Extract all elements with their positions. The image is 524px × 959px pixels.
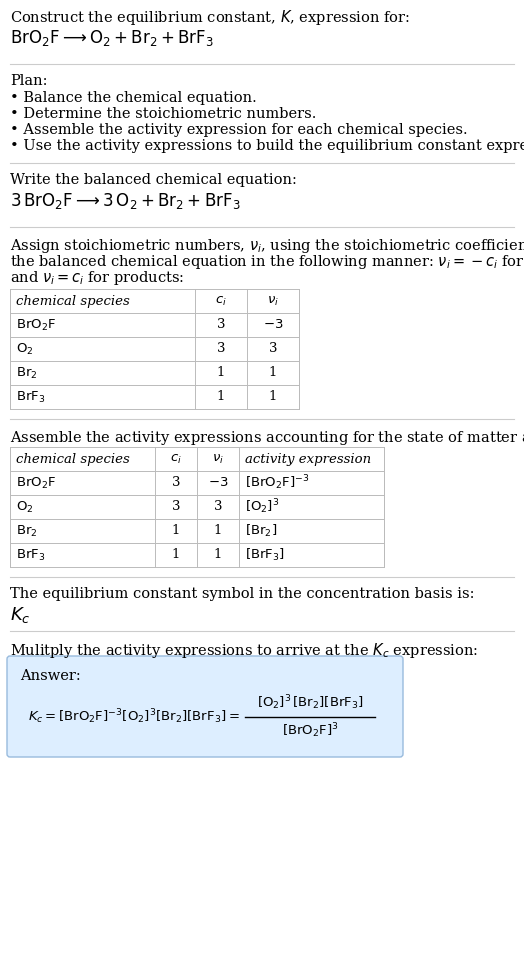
Text: Write the balanced chemical equation:: Write the balanced chemical equation: <box>10 173 297 187</box>
Text: $\mathrm{O_2}$: $\mathrm{O_2}$ <box>16 500 34 515</box>
Text: $[\mathrm{Br_2}]$: $[\mathrm{Br_2}]$ <box>245 523 277 539</box>
Text: 1: 1 <box>214 549 222 562</box>
Text: chemical species: chemical species <box>16 294 130 308</box>
Text: 1: 1 <box>269 390 277 404</box>
Text: $[\mathrm{BrO_2F}]^{3}$: $[\mathrm{BrO_2F}]^{3}$ <box>282 722 339 740</box>
FancyBboxPatch shape <box>7 656 403 757</box>
Text: Plan:: Plan: <box>10 74 48 88</box>
Text: $-3$: $-3$ <box>263 318 283 332</box>
Text: $\mathrm{Br_2}$: $\mathrm{Br_2}$ <box>16 524 38 539</box>
Text: $[\mathrm{O_2}]^{3}$: $[\mathrm{O_2}]^{3}$ <box>245 498 279 516</box>
Text: $\mathrm{BrF_3}$: $\mathrm{BrF_3}$ <box>16 389 46 405</box>
Text: $-3$: $-3$ <box>208 477 228 489</box>
Bar <box>10 519 384 543</box>
Text: The equilibrium constant symbol in the concentration basis is:: The equilibrium constant symbol in the c… <box>10 587 475 601</box>
Text: $K_c$: $K_c$ <box>10 605 30 625</box>
Text: Mulitply the activity expressions to arrive at the $K_c$ expression:: Mulitply the activity expressions to arr… <box>10 641 478 660</box>
Text: Construct the equilibrium constant, $K$, expression for:: Construct the equilibrium constant, $K$,… <box>10 8 410 27</box>
Bar <box>10 495 384 519</box>
Text: $\mathrm{O_2}$: $\mathrm{O_2}$ <box>16 341 34 357</box>
Text: $\mathrm{Br_2}$: $\mathrm{Br_2}$ <box>16 365 38 381</box>
Bar <box>10 471 384 495</box>
Text: $c_i$: $c_i$ <box>215 294 227 308</box>
Text: Answer:: Answer: <box>20 669 81 683</box>
Text: 1: 1 <box>172 549 180 562</box>
Text: $\mathrm{BrO_2F}$: $\mathrm{BrO_2F}$ <box>16 317 56 333</box>
Text: • Assemble the activity expression for each chemical species.: • Assemble the activity expression for e… <box>10 123 467 137</box>
Text: 3: 3 <box>217 318 225 332</box>
Text: • Balance the chemical equation.: • Balance the chemical equation. <box>10 91 257 105</box>
Text: and $\nu_i = c_i$ for products:: and $\nu_i = c_i$ for products: <box>10 269 184 287</box>
Bar <box>10 337 299 361</box>
Text: $c_i$: $c_i$ <box>170 453 182 465</box>
Bar <box>10 385 299 409</box>
Text: Assign stoichiometric numbers, $\nu_i$, using the stoichiometric coefficients, $: Assign stoichiometric numbers, $\nu_i$, … <box>10 237 524 255</box>
Text: • Use the activity expressions to build the equilibrium constant expression.: • Use the activity expressions to build … <box>10 139 524 153</box>
Text: 1: 1 <box>269 366 277 380</box>
Text: 3: 3 <box>172 501 180 513</box>
Text: $[\mathrm{BrO_2F}]^{-3}$: $[\mathrm{BrO_2F}]^{-3}$ <box>245 474 309 492</box>
Text: the balanced chemical equation in the following manner: $\nu_i = -c_i$ for react: the balanced chemical equation in the fo… <box>10 253 524 271</box>
Text: $\mathrm{BrF_3}$: $\mathrm{BrF_3}$ <box>16 548 46 563</box>
Bar <box>10 543 384 567</box>
Text: 3: 3 <box>217 342 225 356</box>
Bar <box>10 289 299 313</box>
Text: chemical species: chemical species <box>16 453 130 465</box>
Text: 3: 3 <box>269 342 277 356</box>
Bar <box>10 361 299 385</box>
Text: • Determine the stoichiometric numbers.: • Determine the stoichiometric numbers. <box>10 107 316 121</box>
Text: $3\,\mathrm{BrO_2F} \longrightarrow 3\,\mathrm{O_2} + \mathrm{Br_2} + \mathrm{Br: $3\,\mathrm{BrO_2F} \longrightarrow 3\,\… <box>10 191 241 211</box>
Text: $\mathrm{BrO_2F} \longrightarrow \mathrm{O_2} + \mathrm{Br_2} + \mathrm{BrF_3}$: $\mathrm{BrO_2F} \longrightarrow \mathrm… <box>10 28 214 48</box>
Text: 1: 1 <box>172 525 180 537</box>
Bar <box>10 447 384 471</box>
Text: 3: 3 <box>214 501 222 513</box>
Text: 1: 1 <box>217 366 225 380</box>
Text: 1: 1 <box>214 525 222 537</box>
Text: $\nu_i$: $\nu_i$ <box>267 294 279 308</box>
Text: $\nu_i$: $\nu_i$ <box>212 453 224 465</box>
Text: 3: 3 <box>172 477 180 489</box>
Text: $[\mathrm{O_2}]^{3}\,[\mathrm{Br_2}][\mathrm{BrF_3}]$: $[\mathrm{O_2}]^{3}\,[\mathrm{Br_2}][\ma… <box>257 693 363 713</box>
Text: activity expression: activity expression <box>245 453 371 465</box>
Text: $K_c = [\mathrm{BrO_2F}]^{-3} [\mathrm{O_2}]^{3} [\mathrm{Br_2}][\mathrm{BrF_3}]: $K_c = [\mathrm{BrO_2F}]^{-3} [\mathrm{O… <box>28 708 239 726</box>
Text: $\mathrm{BrO_2F}$: $\mathrm{BrO_2F}$ <box>16 476 56 491</box>
Text: $[\mathrm{BrF_3}]$: $[\mathrm{BrF_3}]$ <box>245 547 285 563</box>
Text: 1: 1 <box>217 390 225 404</box>
Bar <box>10 313 299 337</box>
Text: Assemble the activity expressions accounting for the state of matter and $\nu_i$: Assemble the activity expressions accoun… <box>10 429 524 447</box>
